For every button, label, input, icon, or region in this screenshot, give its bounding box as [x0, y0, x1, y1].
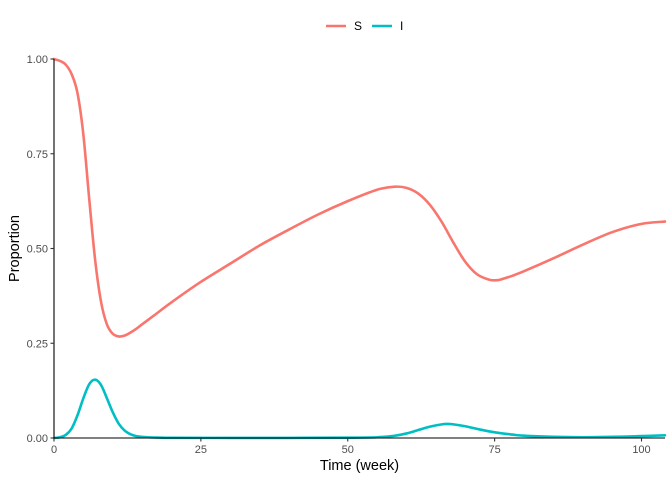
y-tick-label: 1.00: [27, 54, 48, 66]
x-tick-label: 25: [195, 444, 207, 456]
y-ticks: 0.00 0.25 0.50 0.75 1.00: [27, 54, 54, 445]
legend-label-i: I: [400, 19, 403, 33]
series-layer: [52, 57, 667, 440]
y-axis-title: Proportion: [7, 215, 23, 282]
x-tick-label: 0: [51, 444, 57, 456]
legend-label-s: S: [354, 19, 362, 33]
x-tick-label: 50: [342, 444, 354, 456]
y-tick-label: 0.25: [27, 338, 48, 350]
x-tick-label: 100: [632, 444, 650, 456]
x-tick-label: 75: [489, 444, 501, 456]
y-tick-label: 0.75: [27, 149, 48, 161]
x-axis-title: Time (week): [320, 458, 399, 474]
y-tick-label: 0.00: [27, 433, 48, 445]
series-line-s: [52, 57, 667, 338]
series-line-i: [52, 378, 667, 440]
x-ticks: 0 25 50 75 100: [51, 438, 651, 456]
y-tick-label: 0.50: [27, 244, 48, 256]
